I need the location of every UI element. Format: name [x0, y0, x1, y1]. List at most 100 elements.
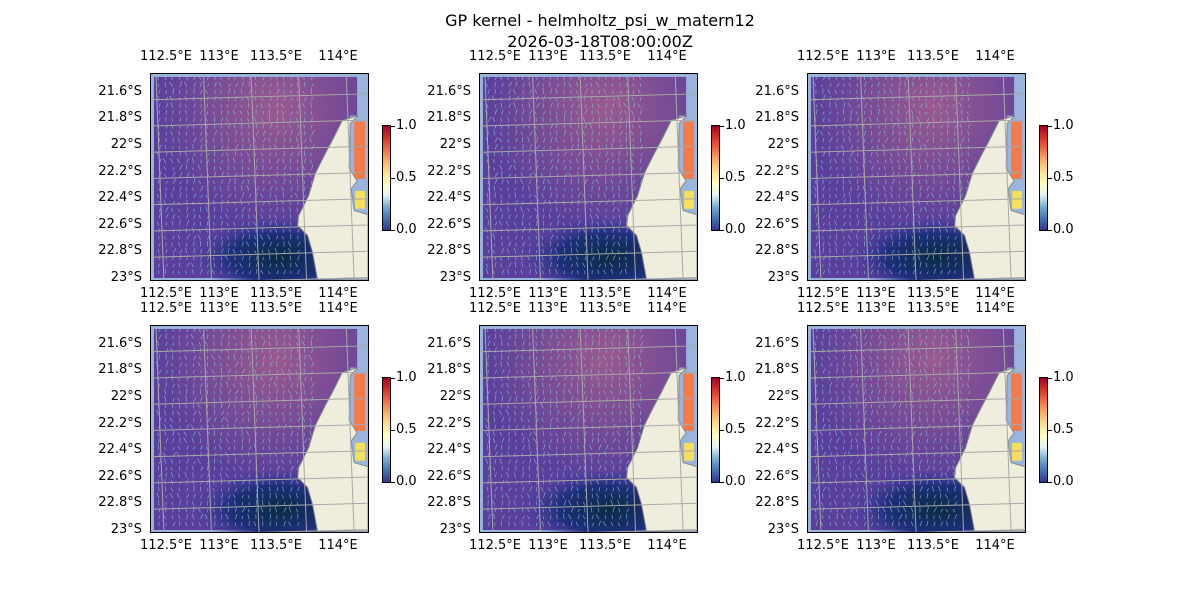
quiver-arrow	[527, 493, 530, 499]
quiver-arrow	[508, 369, 511, 374]
quiver-arrow	[276, 158, 280, 164]
quiver-arrow	[487, 220, 490, 226]
quiver-arrow	[220, 236, 223, 240]
quiver-arrow	[556, 514, 558, 520]
quiver-arrow	[563, 110, 567, 115]
quiver-arrow	[158, 132, 161, 136]
quiver-arrow	[556, 396, 558, 402]
lat-tick-label: 22.2°S	[755, 416, 799, 431]
quiver-arrow	[211, 269, 215, 275]
quiver-arrow	[898, 402, 902, 409]
quiver-arrow	[507, 467, 510, 471]
lon-tick-label-top: 113°E	[528, 49, 568, 64]
quiver-arrow	[515, 235, 518, 240]
quiver-arrow	[605, 185, 608, 191]
quiver-arrow	[498, 220, 503, 226]
quiver-arrow	[609, 116, 614, 122]
quiver-arrow	[857, 418, 860, 423]
colorbar	[711, 125, 720, 231]
quiver-arrow	[822, 117, 825, 122]
quiver-arrow	[186, 341, 189, 346]
quiver-arrow	[611, 179, 614, 185]
quiver-arrow	[178, 130, 181, 136]
quiver-arrow	[550, 417, 554, 423]
quiver-arrow	[240, 522, 243, 527]
colorbar-tick	[720, 126, 724, 127]
quiver-arrow	[575, 90, 579, 95]
lon-tick-label-top: 113.5°E	[250, 301, 302, 316]
quiver-arrow	[842, 178, 845, 184]
quiver-arrow	[877, 451, 879, 457]
quiver-arrow	[836, 508, 839, 513]
quiver-arrow	[624, 355, 627, 360]
quiver-arrow	[158, 213, 161, 219]
quiver-arrow	[918, 179, 921, 185]
quiver-arrow	[514, 418, 517, 423]
quiver-arrow	[947, 256, 949, 261]
quiver-arrow	[240, 396, 243, 402]
lat-tick-label: 22.4°S	[755, 190, 799, 205]
quiver-arrow	[912, 130, 916, 136]
quiver-arrow	[612, 102, 615, 108]
quiver-arrow	[549, 327, 553, 333]
quiver-arrow	[193, 82, 197, 88]
quiver-arrow	[200, 268, 203, 275]
quiver-arrow	[640, 368, 644, 374]
quiver-arrow	[931, 187, 935, 192]
quiver-arrow	[575, 480, 579, 485]
quiver-arrow	[294, 262, 298, 268]
quiver-arrow	[631, 159, 634, 164]
quiver-arrow	[219, 166, 222, 171]
quiver-arrow	[220, 144, 224, 150]
quiver-arrow	[297, 486, 300, 492]
parallel	[807, 250, 1026, 258]
quiver-arrow	[193, 178, 196, 185]
parallel	[150, 250, 369, 258]
quiver-arrow	[281, 412, 285, 416]
quiver-arrow	[813, 340, 817, 346]
quiver-arrow	[612, 334, 616, 340]
quiver-arrow	[500, 207, 503, 212]
quiver-arrow	[269, 513, 272, 520]
quiver-arrow	[940, 269, 943, 275]
quiver-arrow	[577, 95, 580, 101]
quiver-arrow	[241, 411, 245, 416]
lon-tick-label-top: 113.5°E	[907, 301, 959, 316]
quiver-arrow	[171, 220, 174, 226]
quiver-arrow	[193, 111, 196, 115]
quiver-arrow	[813, 82, 817, 88]
quiver-arrow	[218, 354, 222, 360]
quiver-arrow	[193, 446, 195, 450]
quiver-arrow	[570, 376, 574, 381]
quiver-arrow	[834, 416, 838, 423]
quiver-arrow	[283, 165, 287, 171]
quiver-arrow	[163, 388, 167, 395]
quiver-arrow	[877, 389, 881, 395]
quiver-arrow	[609, 262, 614, 268]
quiver-arrow	[834, 391, 838, 395]
quiver-arrow	[548, 268, 551, 275]
quiver-arrow	[200, 333, 205, 340]
quiver-arrow	[494, 262, 497, 268]
quiver-arrow	[864, 500, 866, 506]
quiver-arrow	[611, 471, 614, 478]
quiver-arrow	[170, 123, 174, 129]
quiver-arrow	[903, 81, 907, 87]
quiver-arrow	[290, 479, 293, 485]
quiver-arrow	[624, 110, 628, 115]
quiver-arrow	[521, 520, 523, 527]
quiver-arrow	[891, 263, 895, 268]
quiver-arrow	[494, 221, 498, 226]
quiver-arrow	[156, 222, 160, 226]
quiver-arrow	[570, 215, 573, 219]
quiver-arrow	[638, 390, 641, 395]
quiver-arrow	[186, 172, 190, 178]
quiver-arrow	[261, 262, 264, 268]
quiver-arrow	[570, 459, 573, 464]
quiver-arrow	[220, 240, 224, 247]
quiver-arrow	[172, 521, 176, 527]
quiver-arrow	[966, 91, 969, 95]
lat-tick-label: 22.6°S	[755, 469, 799, 484]
quiver-arrow	[891, 104, 895, 108]
quiver-arrow	[583, 139, 586, 143]
